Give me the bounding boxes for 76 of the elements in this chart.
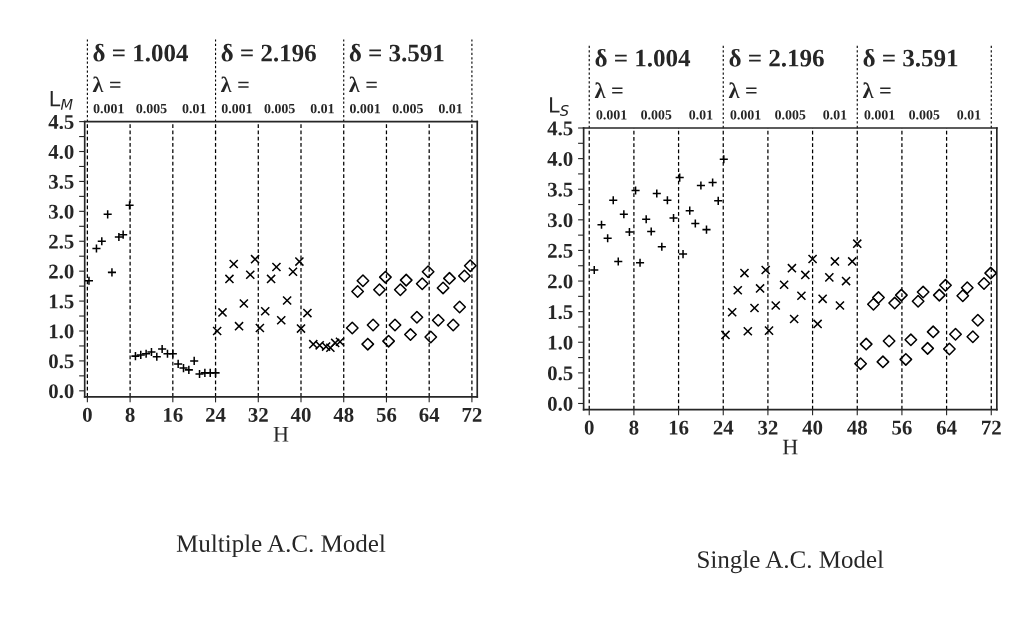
x-tick-label: 16 [164, 407, 183, 422]
text: 0.005 [775, 110, 806, 120]
y-tick-label: 3.0 [547, 213, 573, 228]
text: 0.005 [909, 110, 940, 120]
y-tick-label: 4.0 [48, 144, 74, 160]
x-tick-label: 72 [462, 407, 482, 422]
text: λ = [594, 82, 623, 98]
y-tick-label: 2.5 [548, 243, 573, 258]
text: 0.005 [264, 103, 295, 114]
x-tick-label: 16 [669, 420, 689, 435]
x-tick-label: 32 [248, 407, 268, 422]
x-tick-label: 72 [982, 420, 1001, 435]
text: δ = 3.591 [349, 43, 444, 62]
y-tick-label: 0.5 [49, 354, 74, 369]
text: 0.001 [596, 110, 627, 120]
x-tick-label: 8 [125, 407, 135, 422]
x-tick-label: 56 [892, 420, 912, 435]
text: Single A.C. Model [698, 550, 884, 574]
x-tick-label: 48 [333, 407, 354, 422]
y-tick-label: 4.0 [547, 151, 573, 167]
text: 0.005 [392, 103, 423, 114]
x-tick-label: 40 [802, 420, 823, 435]
text: 0.01 [438, 103, 462, 114]
text: 0.001 [864, 110, 895, 120]
y-axis-title: L$_{M}$ [50, 91, 73, 110]
text: 0.001 [350, 103, 380, 114]
text: λ = [862, 82, 891, 98]
y-tick-label: 4.5 [48, 115, 74, 130]
y-tick-label: 0.0 [547, 396, 573, 411]
y-tick-label: 0.0 [49, 384, 74, 399]
y-tick-label: 0.5 [547, 366, 573, 381]
text: λ = [220, 76, 249, 93]
x-tick-label: 32 [758, 420, 778, 435]
x-tick-label: 56 [376, 407, 397, 422]
x-tick-label: 0 [82, 407, 92, 422]
text: δ = 1.004 [93, 43, 189, 62]
text: 0.001 [93, 103, 124, 114]
text: 0.005 [641, 110, 672, 120]
text: 0.01 [823, 110, 847, 120]
text: 0.01 [957, 110, 981, 120]
x-tick-label: 40 [290, 407, 311, 422]
y-tick-label: 3.5 [49, 174, 74, 189]
text: λ = [349, 76, 377, 93]
text: 0.001 [730, 110, 761, 120]
x-tick-label: 24 [206, 407, 226, 422]
x-tick-label: 24 [713, 420, 734, 435]
x-axis-title: H [273, 426, 289, 442]
x-tick-label: 0 [584, 420, 594, 435]
text: 0.001 [221, 103, 252, 114]
text: 0.01 [689, 110, 713, 120]
text: 0.01 [182, 103, 206, 114]
y-tick-label: 1.5 [49, 294, 74, 309]
x-tick-label: 64 [936, 420, 957, 435]
y-tick-label: 1.0 [548, 335, 573, 350]
y-tick-label: 2.0 [49, 264, 74, 279]
text: λ = [728, 82, 757, 98]
text: δ = 3.591 [863, 48, 958, 67]
x-tick-label: 64 [419, 407, 440, 422]
x-tick-label: 48 [847, 420, 867, 435]
text: λ = [92, 76, 121, 93]
x-axis-title: H [782, 439, 798, 455]
y-tick-label: 3.0 [49, 204, 74, 219]
y-axis-title: L$_{S}$ [550, 97, 569, 117]
text: Multiple A.C. Model [176, 534, 386, 558]
y-tick-label: 3.5 [547, 182, 573, 197]
y-tick-label: 1.5 [548, 305, 573, 320]
x-tick-label: 8 [629, 420, 639, 435]
text: 0.005 [136, 103, 167, 114]
y-tick-label: 4.5 [547, 121, 573, 136]
y-tick-label: 1.0 [49, 324, 74, 339]
text: 0.01 [310, 103, 334, 114]
y-tick-label: 2.5 [49, 234, 74, 249]
text: δ = 2.196 [729, 48, 824, 67]
y-tick-label: 2.0 [548, 274, 573, 289]
text: δ = 1.004 [595, 48, 691, 67]
text: δ = 2.196 [221, 43, 316, 62]
